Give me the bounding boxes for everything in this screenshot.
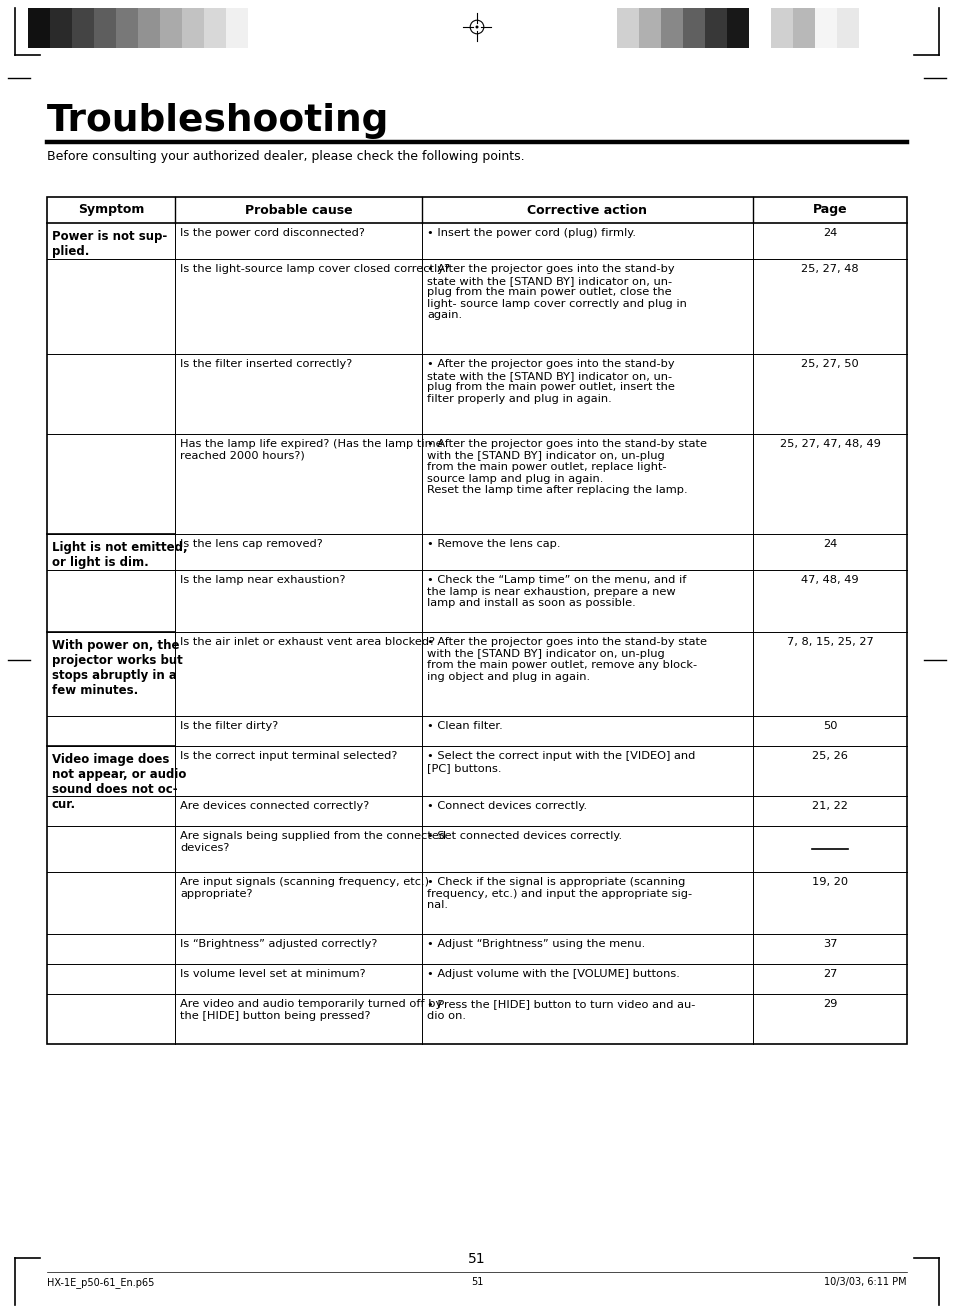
Bar [726, 8, 748, 49]
Text: • Press the [HIDE] button to turn video and au-
dio on.: • Press the [HIDE] button to turn video … [427, 999, 695, 1020]
Text: 37: 37 [821, 939, 837, 949]
Bar [682, 8, 704, 49]
Text: Is volume level set at minimum?: Is volume level set at minimum? [180, 969, 365, 979]
Text: Page: Page [812, 204, 846, 217]
Text: Video image does
not appear, or audio
sound does not oc-
cur.: Video image does not appear, or audio so… [52, 752, 186, 811]
Text: 19, 20: 19, 20 [811, 877, 847, 888]
Text: Is the lamp near exhaustion?: Is the lamp near exhaustion? [180, 575, 345, 586]
Text: • After the projector goes into the stand-by state
with the [STAND BY] indicator: • After the projector goes into the stan… [427, 439, 706, 495]
Text: • Remove the lens cap.: • Remove the lens cap. [427, 540, 560, 549]
Text: 7, 8, 15, 25, 27: 7, 8, 15, 25, 27 [786, 637, 872, 647]
Bar [704, 8, 726, 49]
Text: 51: 51 [471, 1278, 482, 1287]
Text: • Check the “Lamp time” on the menu, and if
the lamp is near exhaustion, prepare: • Check the “Lamp time” on the menu, and… [427, 575, 685, 608]
Text: Is the power cord disconnected?: Is the power cord disconnected? [180, 228, 364, 238]
Text: Are video and audio temporarily turned off by
the [HIDE] button being pressed?: Are video and audio temporarily turned o… [180, 999, 442, 1020]
Bar [71, 8, 94, 49]
Bar [792, 8, 814, 49]
Text: 25, 26: 25, 26 [811, 751, 847, 762]
Bar [116, 8, 138, 49]
Text: Are devices connected correctly?: Are devices connected correctly? [180, 801, 369, 811]
Text: • Insert the power cord (plug) firmly.: • Insert the power cord (plug) firmly. [427, 228, 636, 238]
Text: Power is not sup-
plied.: Power is not sup- plied. [52, 230, 167, 257]
Text: Troubleshooting: Troubleshooting [47, 102, 389, 139]
Text: • Adjust volume with the [VOLUME] buttons.: • Adjust volume with the [VOLUME] button… [427, 969, 679, 979]
Circle shape [475, 25, 478, 29]
Text: • After the projector goes into the stand-by state
with the [STAND BY] indicator: • After the projector goes into the stan… [427, 637, 706, 681]
Text: Is the correct input terminal selected?: Is the correct input terminal selected? [180, 751, 397, 762]
Text: Is the filter inserted correctly?: Is the filter inserted correctly? [180, 358, 352, 369]
Bar [204, 8, 226, 49]
Text: • Adjust “Brightness” using the menu.: • Adjust “Brightness” using the menu. [427, 939, 644, 949]
Bar [138, 8, 160, 49]
Bar [770, 8, 792, 49]
Text: Is the light-source lamp cover closed correctly?: Is the light-source lamp cover closed co… [180, 264, 450, 274]
Bar [94, 8, 116, 49]
Bar [160, 8, 182, 49]
Bar [182, 8, 204, 49]
Text: 50: 50 [821, 721, 837, 731]
Text: • Connect devices correctly.: • Connect devices correctly. [427, 801, 586, 811]
Text: • Check if the signal is appropriate (scanning
frequency, etc.) and input the ap: • Check if the signal is appropriate (sc… [427, 877, 691, 910]
Text: 21, 22: 21, 22 [811, 801, 847, 811]
Bar [50, 8, 71, 49]
Text: • Select the correct input with the [VIDEO] and
[PC] buttons.: • Select the correct input with the [VID… [427, 751, 695, 772]
Text: With power on, the
projector works but
stops abruptly in a
few minutes.: With power on, the projector works but s… [52, 639, 183, 697]
Text: Light is not emitted,
or light is dim.: Light is not emitted, or light is dim. [52, 541, 188, 569]
Text: 25, 27, 50: 25, 27, 50 [801, 358, 858, 369]
Text: Is “Brightness” adjusted correctly?: Is “Brightness” adjusted correctly? [180, 939, 377, 949]
Bar [660, 8, 682, 49]
Text: 25, 27, 48: 25, 27, 48 [801, 264, 858, 274]
Text: • Clean filter.: • Clean filter. [427, 721, 502, 731]
Text: 10/3/03, 6:11 PM: 10/3/03, 6:11 PM [823, 1278, 906, 1287]
Bar [617, 8, 639, 49]
Text: 24: 24 [822, 540, 836, 549]
Bar [836, 8, 858, 49]
Text: Probable cause: Probable cause [244, 204, 352, 217]
Text: 51: 51 [468, 1253, 485, 1266]
Text: Symptom: Symptom [78, 204, 144, 217]
Text: Has the lamp life expired? (Has the lamp time
reached 2000 hours?): Has the lamp life expired? (Has the lamp… [180, 439, 442, 461]
Text: • After the projector goes into the stand-by
state with the [STAND BY] indicator: • After the projector goes into the stan… [427, 264, 686, 320]
Bar [858, 8, 880, 49]
Text: • After the projector goes into the stand-by
state with the [STAND BY] indicator: • After the projector goes into the stan… [427, 358, 674, 404]
Text: • Set connected devices correctly.: • Set connected devices correctly. [427, 831, 621, 842]
Text: Is the lens cap removed?: Is the lens cap removed? [180, 540, 322, 549]
Text: Is the filter dirty?: Is the filter dirty? [180, 721, 278, 731]
Text: Before consulting your authorized dealer, please check the following points.: Before consulting your authorized dealer… [47, 150, 524, 163]
Text: HX-1E_p50-61_En.p65: HX-1E_p50-61_En.p65 [47, 1278, 154, 1288]
Text: Is the air inlet or exhaust vent area blocked?: Is the air inlet or exhaust vent area bl… [180, 637, 435, 647]
Bar [814, 8, 836, 49]
Text: 25, 27, 47, 48, 49: 25, 27, 47, 48, 49 [779, 439, 880, 449]
Text: Corrective action: Corrective action [527, 204, 647, 217]
Text: 29: 29 [821, 999, 837, 1008]
Text: Are signals being supplied from the connected
devices?: Are signals being supplied from the conn… [180, 831, 446, 852]
Bar [748, 8, 770, 49]
Bar [28, 8, 50, 49]
Text: Are input signals (scanning frequency, etc.)
appropriate?: Are input signals (scanning frequency, e… [180, 877, 429, 898]
Text: 24: 24 [822, 228, 836, 238]
Bar [47, 197, 906, 1044]
Text: 47, 48, 49: 47, 48, 49 [801, 575, 858, 586]
Bar [639, 8, 660, 49]
Text: 27: 27 [821, 969, 837, 979]
Bar [226, 8, 248, 49]
